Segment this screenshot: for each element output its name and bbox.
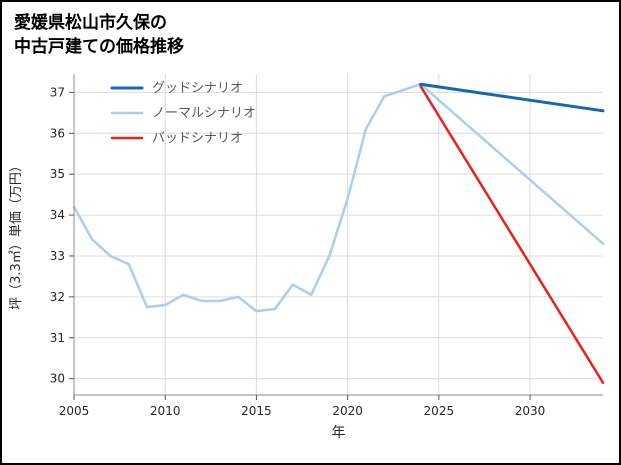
x-tick-label: 2005	[59, 404, 90, 418]
price-trend-line-chart: 2005 2010 2015 2020 2025 2030 30 31 32 33 34 35 36 37…	[8, 73, 605, 441]
x-tick-label: 2030	[515, 404, 546, 418]
title-line-2: 中古戸建ての価格推移	[14, 36, 184, 57]
y-tick-label: 33	[50, 249, 65, 263]
x-tick-label: 2025	[424, 404, 455, 418]
series-line-bad	[419, 84, 605, 384]
y-axis-title: 坪（3.3㎡）単価（万円）	[8, 159, 24, 310]
legend-label-bad: バッドシナリオ	[152, 131, 243, 146]
y-tick-label: 30	[50, 371, 65, 385]
x-axis-title: 年	[332, 425, 346, 441]
y-tick-label: 32	[50, 289, 65, 303]
y-tick-label: 31	[50, 330, 65, 344]
y-tick-label: 34	[50, 208, 65, 222]
x-tick-label: 2010	[150, 404, 181, 418]
y-tick-label: 36	[50, 126, 65, 140]
y-tick-label: 35	[50, 167, 65, 181]
x-tick-label: 2020	[332, 404, 363, 418]
y-tick-label: 37	[50, 85, 65, 99]
title-line-1: 愛媛県松山市久保の	[14, 13, 167, 33]
series-line-good	[419, 82, 605, 112]
series-line-normal	[72, 82, 605, 313]
x-tick-label: 2015	[241, 404, 272, 418]
legend-label-good: グッドシナリオ	[152, 81, 243, 96]
legend-label-normal: ノーマルシナリオ	[152, 106, 256, 121]
page-title: 愛媛県松山市久保の 中古戸建ての価格推移	[2, 2, 619, 62]
